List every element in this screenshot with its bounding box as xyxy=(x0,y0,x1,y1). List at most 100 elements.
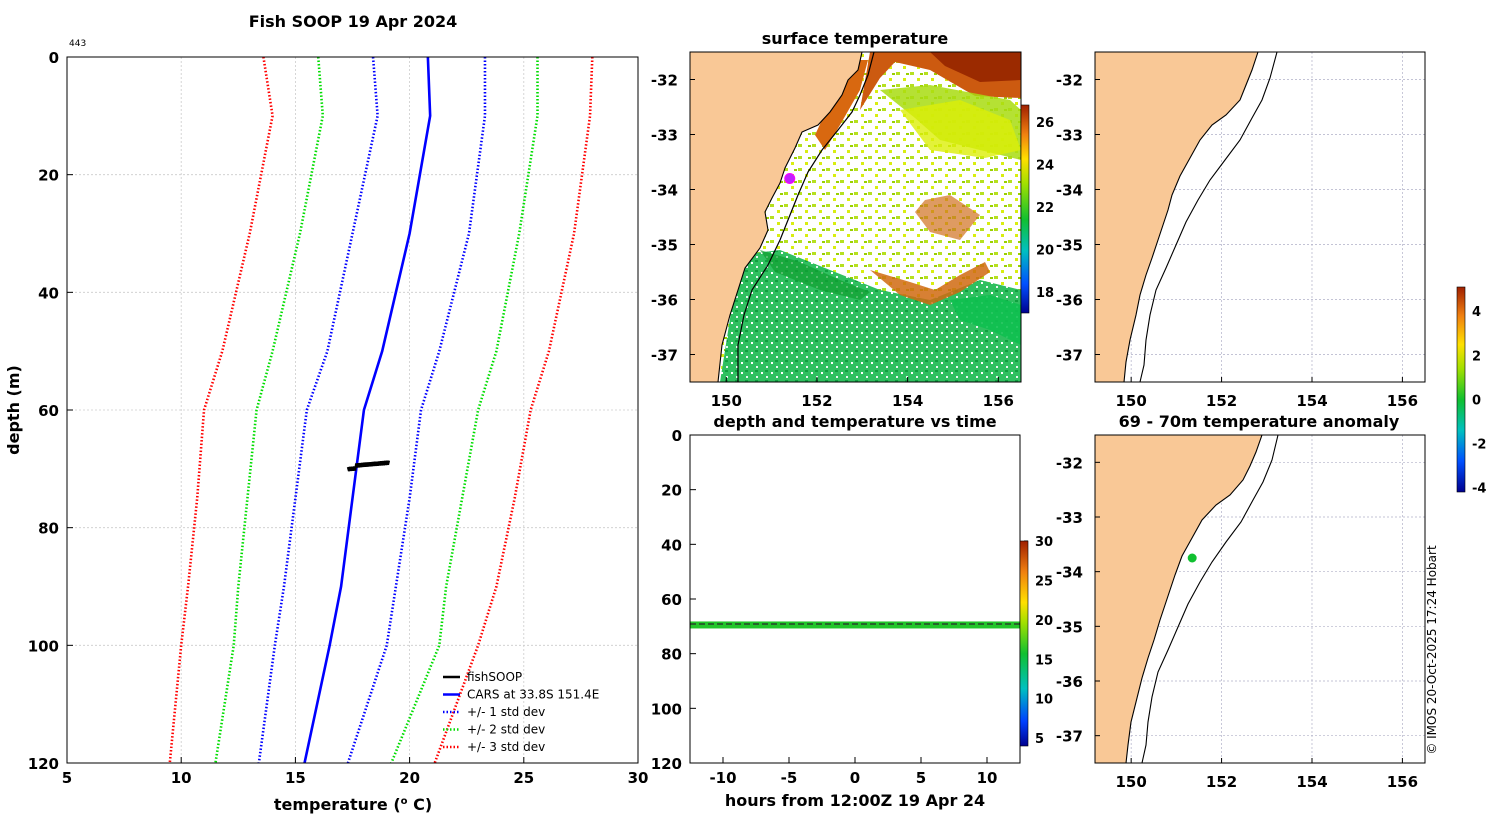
map-panel-b-image xyxy=(1095,52,1278,382)
depth-time-y-tick-label: 120 xyxy=(651,755,682,773)
anomaly-point xyxy=(1187,553,1197,563)
depth-time-x-tick-label: -5 xyxy=(781,769,798,787)
anomaly-colorbar-tick-label: 2 xyxy=(1472,349,1481,364)
footer-credit: © IMOS 20-Oct-2025 17:24 Hobart xyxy=(1425,545,1439,755)
sst-map-lat-tick-label: -33 xyxy=(651,127,678,145)
profile-y-tick-label: 40 xyxy=(38,284,59,302)
legend-entry-label: +/- 1 std dev xyxy=(467,705,545,719)
anomaly-colorbar-tick-label: -4 xyxy=(1472,482,1486,497)
profile-ylabel: depth (m) xyxy=(4,365,23,455)
map-b-lat-tick-label: -33 xyxy=(1056,127,1083,145)
depth-time-y-tick-label: 60 xyxy=(661,591,682,609)
anomaly-map-title: 69 - 70m temperature anomaly xyxy=(1119,412,1400,431)
sst-colorbar-tick-label: 24 xyxy=(1036,158,1054,173)
sst-map-title: surface temperature xyxy=(762,29,949,48)
profile-x-tick-label: 25 xyxy=(513,769,534,787)
profile-y-tick-label: 120 xyxy=(28,755,59,773)
depth-time-x-tick-label: 10 xyxy=(977,769,998,787)
std-dev-line-1stddev xyxy=(346,57,487,764)
anomaly-colorbar-tick-label: 4 xyxy=(1472,305,1481,320)
profile-x-tick-label: 30 xyxy=(628,769,649,787)
std-dev-line-3stddev xyxy=(168,56,274,764)
map-b-lat-tick-label: -36 xyxy=(1056,292,1083,310)
temperature-colorbar xyxy=(1019,540,1029,747)
legend-entry-label: +/- 3 std dev xyxy=(467,740,545,754)
temperature-colorbar-tick-label: 20 xyxy=(1035,614,1053,629)
anomaly-colorbar-tick-label: 0 xyxy=(1472,393,1481,408)
sst-colorbar-tick-label: 18 xyxy=(1036,286,1054,301)
anomaly-map-lon-tick-label: 150 xyxy=(1116,773,1147,791)
profile-y-tick-label: 0 xyxy=(49,49,59,67)
profile-x-tick-label: 15 xyxy=(285,769,306,787)
profile-x-tick-label: 5 xyxy=(62,769,72,787)
depth-time-y-tick-label: 100 xyxy=(651,700,682,718)
depth-time-y-tick-label: 0 xyxy=(672,427,682,445)
anomaly-colorbar-tick-label: -2 xyxy=(1472,438,1486,453)
sst-colorbar-tick-label: 20 xyxy=(1036,243,1054,258)
depth-time-y-tick-label: 20 xyxy=(661,482,682,500)
sst-map-image xyxy=(690,52,1021,382)
depth-time-x-tick-label: 5 xyxy=(916,769,926,787)
sst-map-lat-tick-label: -35 xyxy=(651,237,678,255)
map-b-lon-tick-label: 152 xyxy=(1206,392,1237,410)
std-dev-line-2stddev xyxy=(214,56,325,764)
map-b-lat-tick-label: -35 xyxy=(1056,237,1083,255)
anomaly-map-lat-tick-label: -36 xyxy=(1056,673,1083,691)
map-b-lon-tick-label: 150 xyxy=(1116,392,1147,410)
map-b-lon-tick-label: 154 xyxy=(1296,392,1327,410)
std-dev-line-2stddev xyxy=(390,57,539,764)
profile-xlabel: temperature (o C) xyxy=(274,795,432,814)
anomaly-map-lat-tick-label: -37 xyxy=(1056,728,1083,746)
sst-map-lat-tick-label: -32 xyxy=(651,72,678,90)
anomaly-map-lon-tick-label: 154 xyxy=(1296,773,1327,791)
map-b-lat-tick-label: -37 xyxy=(1056,347,1083,365)
depth-time-frame xyxy=(689,434,1021,764)
anomaly-colorbar xyxy=(1456,286,1466,493)
depth-time-y-tick-label: 40 xyxy=(661,536,682,554)
map-b-lat-tick-label: -32 xyxy=(1056,72,1083,90)
sst-map-lat-tick-label: -36 xyxy=(651,292,678,310)
sst-map-lon-tick-label: 154 xyxy=(892,392,923,410)
sst-map-lon-tick-label: 150 xyxy=(711,392,742,410)
profile-y-tick-label: 60 xyxy=(38,402,59,420)
std-dev-line-3stddev xyxy=(433,56,594,764)
profile-y-tick-label: 20 xyxy=(38,167,59,185)
sst-map-lat-tick-label: -34 xyxy=(651,182,678,200)
legend-entry-label: +/- 2 std dev xyxy=(467,723,545,737)
sst-colorbar-tick-label: 26 xyxy=(1036,116,1054,131)
anomaly-map-frame xyxy=(1094,434,1426,764)
anomaly-map-lat-tick-label: -33 xyxy=(1056,509,1083,527)
anomaly-map-lat-tick-label: -34 xyxy=(1056,564,1083,582)
profile-plot-frame xyxy=(66,56,639,764)
depth-time-y-tick-label: 80 xyxy=(661,646,682,664)
temperature-colorbar-tick-label: 10 xyxy=(1035,693,1053,708)
legend-entry-label: CARS at 33.8S 151.4E xyxy=(467,688,599,702)
profile-x-tick-label: 10 xyxy=(171,769,192,787)
profile-title: Fish SOOP 19 Apr 2024 xyxy=(249,12,458,31)
sst-map-lon-tick-label: 156 xyxy=(983,392,1014,410)
profile-y-tick-label: 100 xyxy=(28,637,59,655)
anomaly-map-lon-tick-label: 152 xyxy=(1206,773,1237,791)
depth-time-x-tick-label: 0 xyxy=(850,769,860,787)
vessel-position-marker xyxy=(784,173,796,184)
sst-map-lat-tick-label: -37 xyxy=(651,347,678,365)
depth-time-x-tick-label: -10 xyxy=(709,769,736,787)
anomaly-map-lat-tick-label: -35 xyxy=(1056,618,1083,636)
map-b-frame xyxy=(1094,51,1426,383)
legend-entry-label: fishSOOP xyxy=(467,670,522,684)
map-b-lat-tick-label: -34 xyxy=(1056,182,1083,200)
depth-time-title: depth and temperature vs time xyxy=(713,412,996,431)
temperature-colorbar-tick-label: 25 xyxy=(1035,574,1053,589)
temperature-colorbar-tick-label: 30 xyxy=(1035,535,1053,550)
map-b-lon-tick-label: 156 xyxy=(1387,392,1418,410)
anomaly-map-image xyxy=(1095,435,1279,763)
std-dev-line-1stddev xyxy=(257,56,379,764)
anomaly-map-lon-tick-label: 156 xyxy=(1387,773,1418,791)
depth-time-trace-band xyxy=(690,621,1020,629)
temperature-colorbar-tick-label: 15 xyxy=(1035,653,1053,668)
depth-time-xlabel: hours from 12:00Z 19 Apr 24 xyxy=(725,791,985,810)
fishsoop-trace xyxy=(346,460,391,472)
profile-x-tick-label: 20 xyxy=(399,769,420,787)
anomaly-map-lat-tick-label: -32 xyxy=(1056,454,1083,472)
